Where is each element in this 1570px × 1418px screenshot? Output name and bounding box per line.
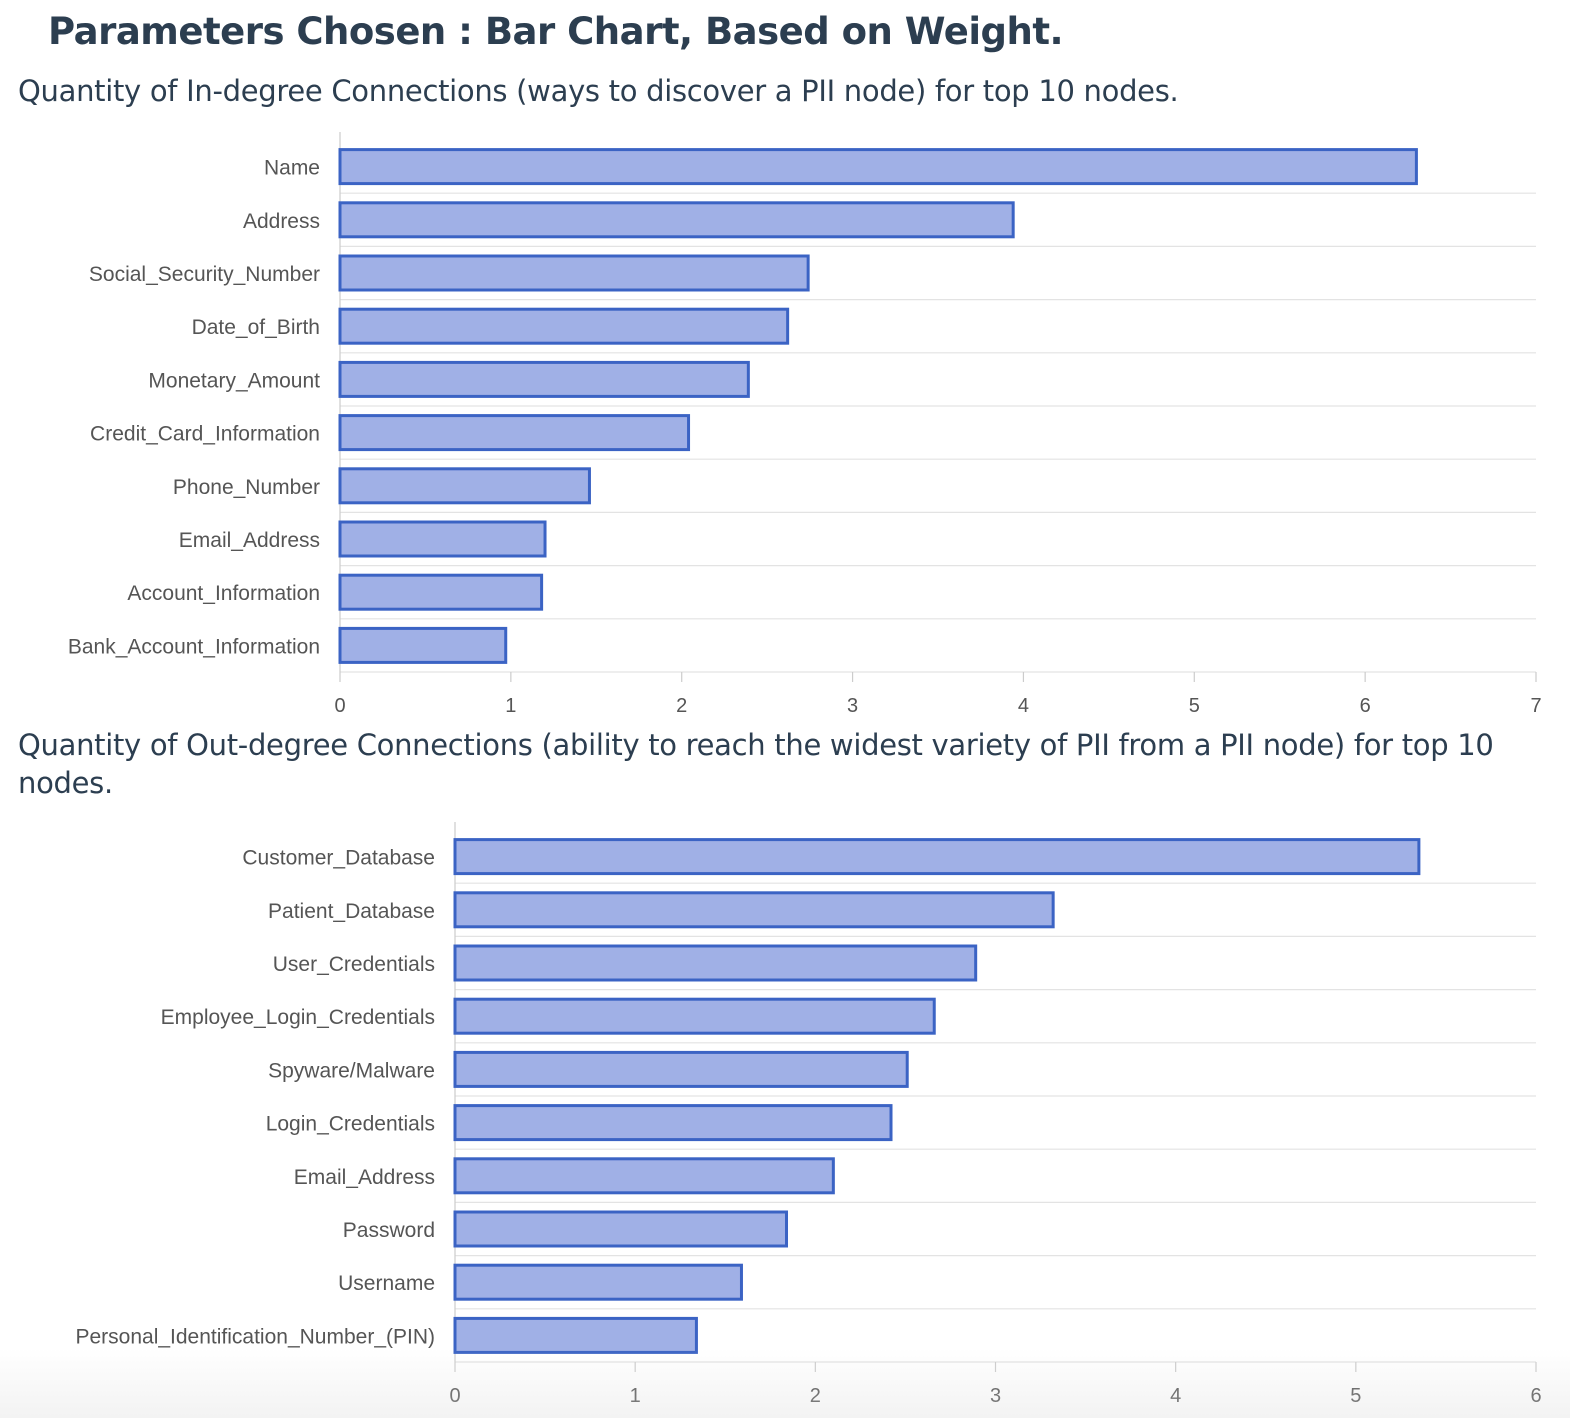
- out-degree-category-label: Employee_Login_Credentials: [161, 1006, 435, 1029]
- out-degree-x-tick-label: 6: [1530, 1385, 1541, 1407]
- out-degree-category-label: Patient_Database: [268, 900, 435, 923]
- out-degree-bar-patient-database[interactable]: [453, 891, 1055, 929]
- in-degree-x-tick-label: 3: [847, 695, 858, 717]
- in-degree-x-tick-label: 0: [334, 695, 345, 717]
- out-degree-bar-user-credentials[interactable]: [453, 944, 978, 982]
- in-degree-bar-email-address[interactable]: [338, 520, 547, 558]
- in-degree-category-label: Bank_Account_Information: [68, 635, 320, 658]
- in-degree-bar-address[interactable]: [338, 201, 1015, 239]
- in-degree-category-label: Social_Security_Number: [89, 263, 320, 286]
- in-degree-bar-phone-number[interactable]: [338, 467, 591, 505]
- in-degree-bar-chart: 0 1 2 3 4 5 6 7 Name Address Social_Security_Numbe…: [68, 132, 1542, 717]
- in-degree-category-label: Date_of_Birth: [192, 316, 320, 339]
- out-degree-category-label: Login_Credentials: [266, 1113, 435, 1136]
- in-degree-category-label: Name: [264, 157, 320, 180]
- out-degree-category-label: Password: [343, 1219, 435, 1242]
- out-degree-bar-username[interactable]: [453, 1263, 743, 1301]
- out-degree-x-tick-label: 5: [1350, 1385, 1361, 1407]
- in-degree-category-label: Email_Address: [179, 529, 320, 552]
- in-degree-x-tick-label: 6: [1360, 695, 1371, 717]
- out-degree-category-label: Email_Address: [294, 1166, 435, 1189]
- out-degree-bar-password[interactable]: [453, 1210, 789, 1248]
- out-degree-chart-title: Quantity of Out-degree Connections (abil…: [18, 728, 1494, 800]
- out-degree-bar-personal-identification-number-pin[interactable]: [453, 1316, 698, 1354]
- out-degree-bar-login-credentials[interactable]: [453, 1104, 893, 1142]
- out-degree-bar-employee-login-credentials[interactable]: [453, 997, 936, 1035]
- out-degree-bar-chart: 0 1 2 3 4 5 6 Customer_Database Patient_Database…: [75, 822, 1542, 1407]
- out-degree-x-tick-label: 0: [449, 1385, 460, 1407]
- in-degree-bar-bank-account-information[interactable]: [338, 626, 508, 664]
- in-degree-category-label: Account_Information: [127, 582, 320, 605]
- in-degree-bar-date-of-birth[interactable]: [338, 307, 790, 345]
- out-degree-category-label: Username: [338, 1272, 435, 1295]
- out-degree-x-tick-label: 2: [810, 1385, 821, 1407]
- out-degree-x-tick-label: 1: [630, 1385, 641, 1407]
- in-degree-category-label: Phone_Number: [173, 476, 320, 499]
- in-degree-x-tick-label: 5: [1189, 695, 1200, 717]
- in-degree-category-label: Monetary_Amount: [148, 369, 320, 392]
- in-degree-chart-title: Quantity of In-degree Connections (ways …: [18, 74, 1179, 108]
- in-degree-category-label: Credit_Card_Information: [90, 423, 320, 446]
- page-title: Parameters Chosen : Bar Chart, Based on …: [48, 10, 1064, 53]
- out-degree-category-label: User_Credentials: [273, 953, 435, 976]
- in-degree-bar-social-security-number[interactable]: [338, 254, 810, 292]
- out-degree-x-tick-label: 3: [990, 1385, 1001, 1407]
- in-degree-bar-name[interactable]: [338, 148, 1418, 186]
- out-degree-bar-spyware-malware[interactable]: [453, 1050, 909, 1088]
- in-degree-x-tick-label: 4: [1018, 695, 1029, 717]
- out-degree-category-label: Personal_Identification_Number_(PIN): [75, 1325, 435, 1348]
- out-degree-bar-email-address[interactable]: [453, 1157, 835, 1195]
- in-degree-x-tick-label: 7: [1530, 695, 1541, 717]
- in-degree-x-tick-label: 2: [676, 695, 687, 717]
- in-degree-bar-monetary-amount[interactable]: [338, 360, 750, 398]
- in-degree-x-tick-label: 1: [505, 695, 516, 717]
- out-degree-bar-customer-database[interactable]: [453, 838, 1421, 876]
- in-degree-bar-credit-card-information[interactable]: [338, 414, 691, 452]
- out-degree-category-label: Spyware/Malware: [268, 1059, 435, 1082]
- out-degree-category-label: Customer_Database: [242, 847, 435, 870]
- in-degree-bar-account-information[interactable]: [338, 573, 544, 611]
- in-degree-category-label: Address: [243, 210, 320, 233]
- out-degree-x-tick-label: 4: [1170, 1385, 1181, 1407]
